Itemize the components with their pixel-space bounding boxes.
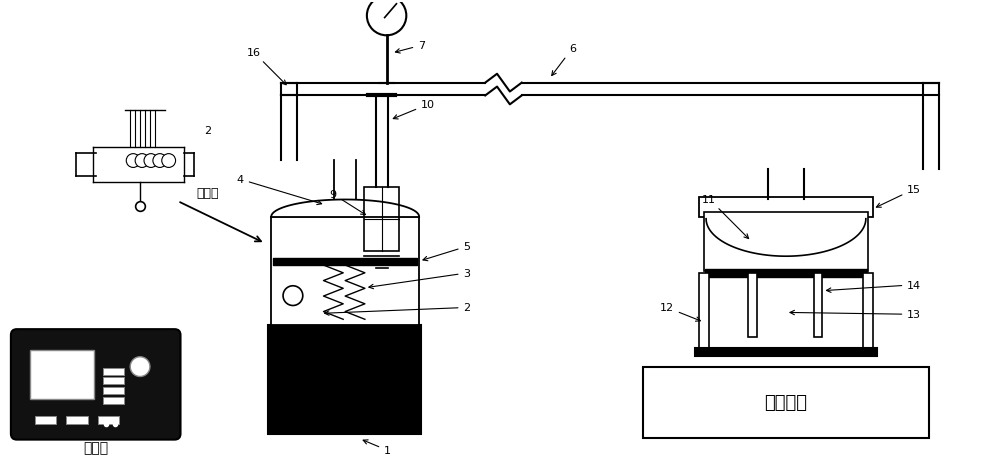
Circle shape bbox=[153, 154, 167, 168]
Circle shape bbox=[283, 286, 303, 306]
Text: 8: 8 bbox=[0, 458, 1, 459]
Bar bbox=[695, 348, 877, 356]
Text: 2: 2 bbox=[325, 303, 471, 316]
Bar bbox=[364, 188, 399, 252]
Circle shape bbox=[144, 154, 158, 168]
Text: 6: 6 bbox=[552, 44, 576, 76]
Bar bbox=[103, 397, 124, 404]
Text: 10: 10 bbox=[393, 100, 435, 120]
Bar bbox=[814, 274, 822, 337]
Text: 15: 15 bbox=[876, 185, 921, 208]
Circle shape bbox=[135, 154, 149, 168]
Circle shape bbox=[367, 0, 406, 36]
Bar bbox=[35, 416, 56, 424]
Text: 7: 7 bbox=[395, 41, 425, 54]
Circle shape bbox=[162, 154, 176, 168]
Bar bbox=[268, 325, 421, 434]
Bar bbox=[643, 367, 929, 438]
Text: 5: 5 bbox=[423, 242, 471, 261]
Bar bbox=[704, 213, 868, 271]
Circle shape bbox=[126, 154, 140, 168]
Bar bbox=[271, 217, 419, 325]
Text: 信号源: 信号源 bbox=[83, 441, 108, 454]
Bar bbox=[699, 197, 873, 217]
FancyBboxPatch shape bbox=[11, 330, 181, 440]
Bar bbox=[699, 274, 709, 352]
Bar bbox=[748, 274, 757, 337]
Bar bbox=[103, 378, 124, 385]
Text: 11: 11 bbox=[702, 195, 749, 239]
Text: 经功放: 经功放 bbox=[196, 186, 219, 199]
Circle shape bbox=[130, 357, 150, 377]
Text: 1: 1 bbox=[363, 440, 391, 455]
Bar bbox=[66, 416, 88, 424]
Text: 13: 13 bbox=[790, 310, 921, 319]
Bar bbox=[863, 274, 873, 352]
Text: 14: 14 bbox=[826, 280, 921, 293]
Text: 12: 12 bbox=[660, 303, 700, 321]
Bar bbox=[30, 350, 94, 399]
Text: 16: 16 bbox=[247, 48, 286, 85]
Text: 3: 3 bbox=[369, 269, 471, 289]
Bar bbox=[103, 368, 124, 375]
Text: 人体组织: 人体组织 bbox=[764, 393, 807, 411]
Text: 9: 9 bbox=[329, 190, 365, 215]
Text: 2: 2 bbox=[204, 126, 211, 136]
Bar bbox=[98, 416, 119, 424]
Bar bbox=[103, 387, 124, 394]
Polygon shape bbox=[271, 200, 419, 217]
Text: 4: 4 bbox=[237, 175, 322, 205]
